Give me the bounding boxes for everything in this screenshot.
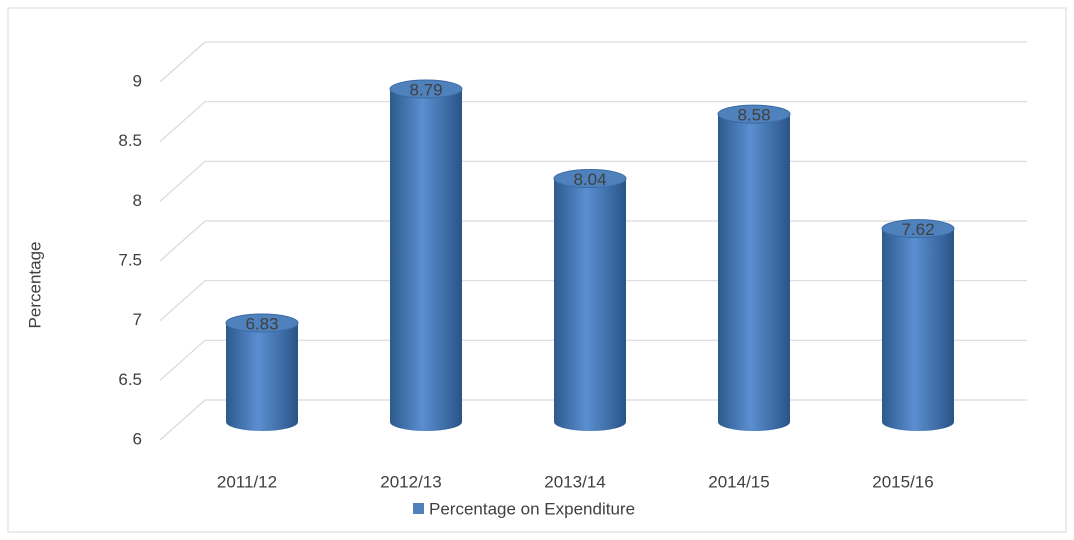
legend-label: Percentage on Expenditure xyxy=(429,499,635,518)
bar-top xyxy=(225,313,299,333)
x-tick-label: 2013/14 xyxy=(544,472,605,491)
x-tick-label: 2011/12 xyxy=(217,472,277,491)
bar xyxy=(390,89,462,422)
bar-top xyxy=(717,104,791,124)
bar-base xyxy=(554,413,626,431)
bar-top xyxy=(881,219,955,239)
bar-top xyxy=(553,169,627,189)
data-label: 6.83 xyxy=(245,314,278,333)
y-tick-label: 8.5 xyxy=(118,131,142,150)
y-tick-label: 6.5 xyxy=(118,370,142,389)
data-label: 8.58 xyxy=(737,106,770,125)
bar xyxy=(882,228,954,422)
bar-top xyxy=(389,79,463,99)
bar-base xyxy=(882,413,954,431)
legend-swatch xyxy=(413,503,424,514)
y-tick-label: 7 xyxy=(133,310,142,329)
data-label: 8.04 xyxy=(573,170,606,189)
grid-line xyxy=(159,101,1027,143)
x-tick-label: 2015/16 xyxy=(872,472,933,491)
bar xyxy=(226,322,298,422)
bar xyxy=(718,114,790,423)
bar-base xyxy=(390,413,462,431)
bar-base xyxy=(226,413,298,431)
data-label: 8.79 xyxy=(409,81,442,100)
y-axis-title: Percentage xyxy=(25,242,44,329)
y-tick-label: 7.5 xyxy=(118,250,142,269)
data-label: 7.62 xyxy=(901,220,934,239)
x-tick-label: 2012/13 xyxy=(380,472,441,491)
grid-line xyxy=(159,41,1027,83)
x-tick-label: 2014/15 xyxy=(708,472,769,491)
bar xyxy=(554,178,626,422)
y-tick-label: 8 xyxy=(133,191,142,210)
y-tick-label: 6 xyxy=(133,429,142,448)
bar-base xyxy=(718,413,790,431)
y-tick-label: 9 xyxy=(133,71,142,90)
